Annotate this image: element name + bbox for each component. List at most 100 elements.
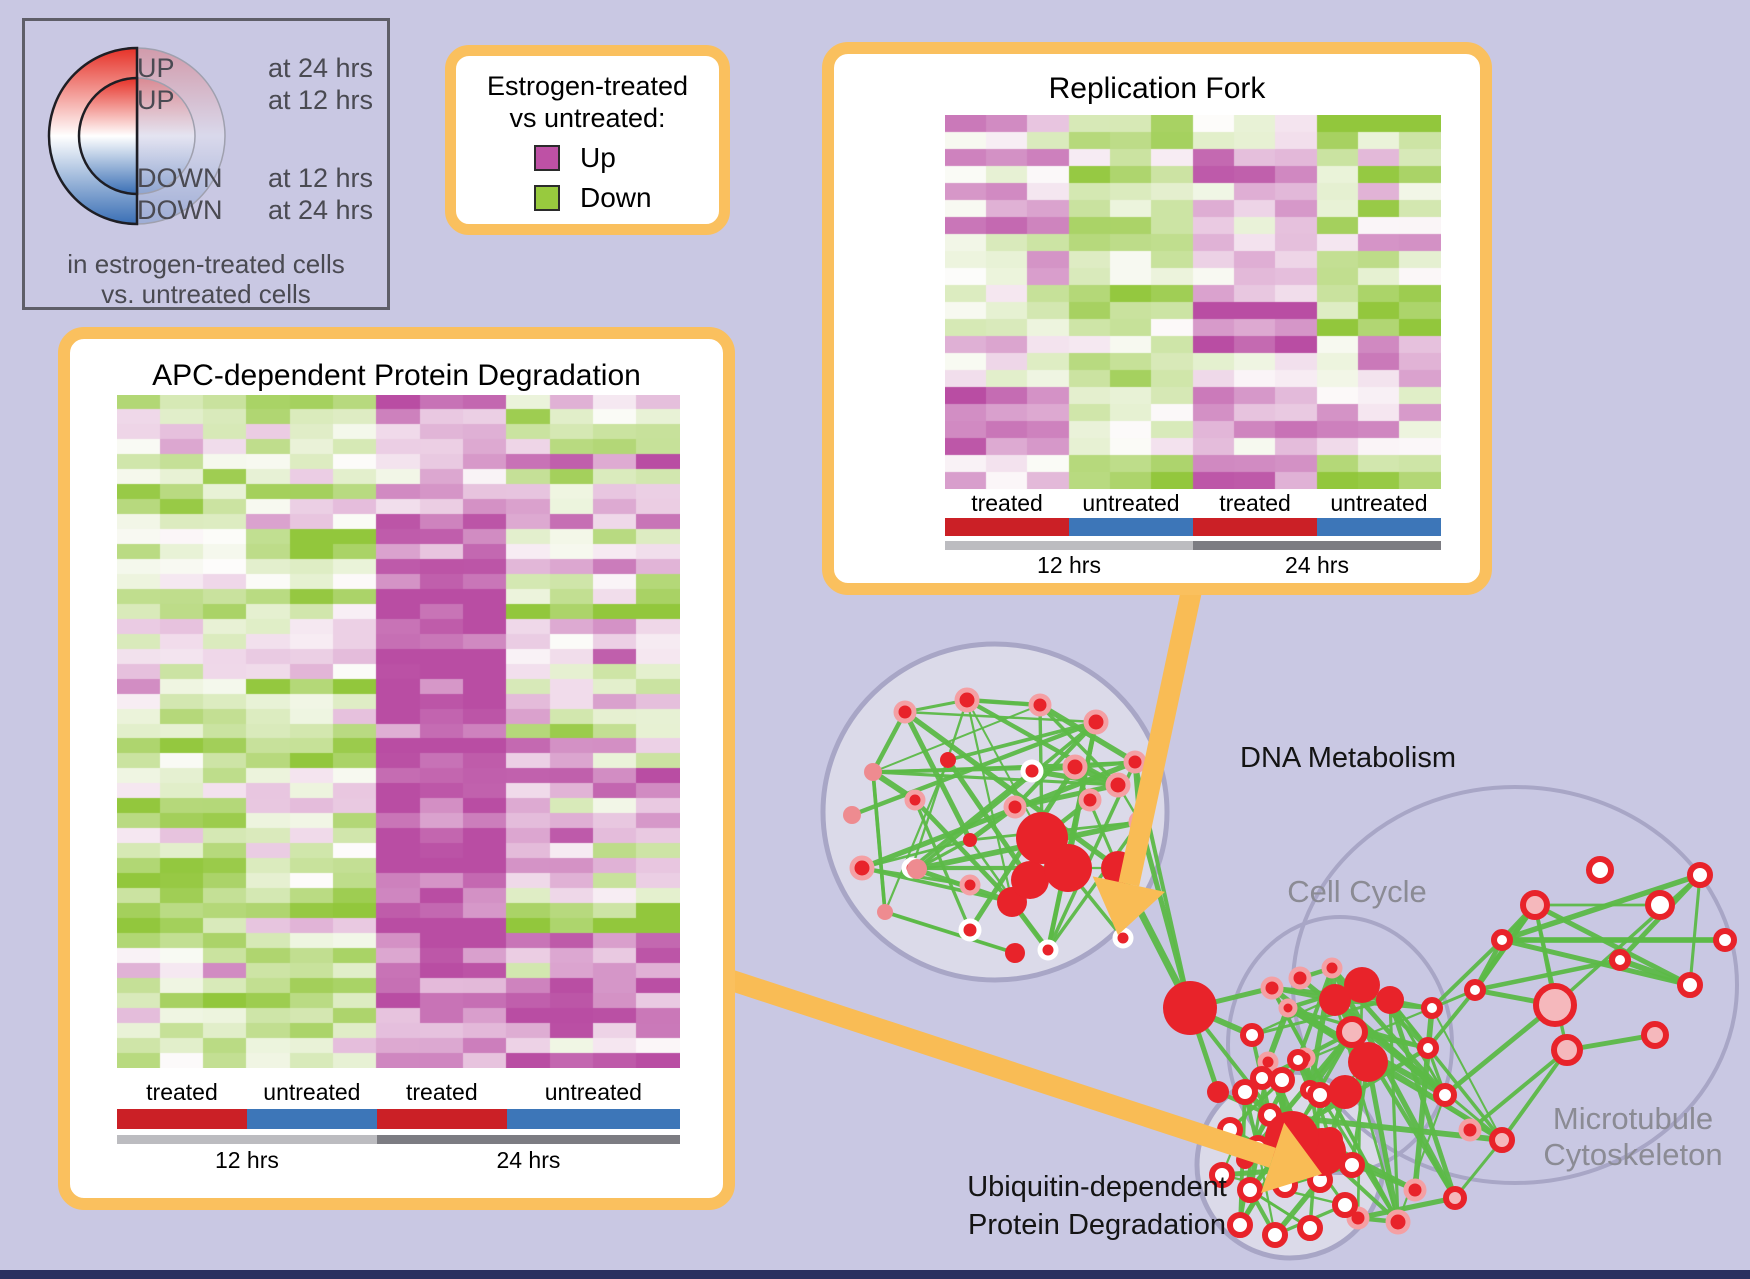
network-node bbox=[1677, 972, 1703, 998]
network-node bbox=[1083, 709, 1109, 735]
network-node bbox=[1443, 1186, 1467, 1210]
network-node bbox=[940, 752, 956, 768]
apc-treated-12-label: treated bbox=[146, 1079, 218, 1105]
network-edge bbox=[884, 910, 1016, 955]
cell-cycle-label: Cell Cycle bbox=[1287, 874, 1427, 909]
repl-treated-12-label: treated bbox=[971, 490, 1043, 516]
apc-untreated-12-label: untreated bbox=[263, 1079, 361, 1105]
up-label: Up bbox=[580, 142, 616, 173]
network-edge bbox=[904, 710, 1097, 724]
network-edge bbox=[1397, 1094, 1446, 1223]
color-legend-title-line2: vs untreated: bbox=[509, 103, 666, 133]
node-direction-legend: UP UP DOWN DOWN at 24 hrs at 12 hrs at 1… bbox=[22, 18, 390, 310]
apc-untreated-24-bar bbox=[506, 1109, 680, 1129]
color-legend: Estrogen-treated vs untreated: Up Down bbox=[445, 45, 730, 235]
apc-untreated-24-label: untreated bbox=[544, 1079, 642, 1105]
replication-heatmap bbox=[945, 115, 1441, 489]
network-node bbox=[893, 700, 917, 724]
repl-untreated-24-label: untreated bbox=[1330, 490, 1428, 516]
network-edge bbox=[915, 720, 1098, 871]
network-node bbox=[954, 687, 980, 713]
network-edge bbox=[947, 720, 1097, 762]
network-bridge-edge bbox=[1430, 938, 1504, 1010]
network-node bbox=[907, 859, 927, 879]
legend-state-down-12: DOWN bbox=[137, 163, 223, 193]
legend-item-up: Up bbox=[534, 142, 719, 174]
network-node bbox=[959, 874, 981, 896]
network-node bbox=[1240, 1023, 1264, 1047]
network-node bbox=[1336, 1016, 1368, 1048]
repl-24hrs-bar bbox=[1193, 541, 1441, 550]
network-node bbox=[1489, 1127, 1515, 1153]
network-node bbox=[1297, 1215, 1323, 1241]
apc-panel-title: APC-dependent Protein Degradation bbox=[152, 359, 641, 392]
callout-arrow-shaft-1 bbox=[696, 960, 1276, 1168]
apc-time-bars bbox=[117, 1135, 680, 1144]
apc-treated-12-bar bbox=[117, 1109, 247, 1129]
network-bridge-edge bbox=[1426, 988, 1477, 1050]
network-node bbox=[1344, 967, 1380, 1003]
network-node bbox=[1520, 890, 1550, 920]
legend-time-24b: at 24 hrs bbox=[267, 195, 373, 225]
repl-condition-bars bbox=[945, 518, 1441, 536]
network-node bbox=[1288, 966, 1312, 990]
network-node bbox=[1713, 928, 1737, 952]
network-node bbox=[1232, 1079, 1258, 1105]
network-node bbox=[1062, 754, 1088, 780]
network-node bbox=[1385, 1209, 1411, 1235]
network-edge bbox=[1553, 873, 1702, 1007]
network-node bbox=[1319, 984, 1351, 1016]
network-node bbox=[1163, 981, 1217, 1035]
legend-time-12: at 12 hrs bbox=[267, 85, 373, 115]
network-node bbox=[1491, 929, 1513, 951]
network-edge bbox=[1357, 1195, 1456, 1221]
apc-12hrs-label: 12 hrs bbox=[214, 1147, 279, 1173]
microtubule-label-line1: Microtubule bbox=[1552, 1101, 1714, 1136]
network-node bbox=[1586, 856, 1614, 884]
network-node bbox=[1105, 772, 1131, 798]
network-node bbox=[1250, 1066, 1274, 1090]
repl-treated-12-bar bbox=[945, 518, 1069, 536]
up-down-circle-icon bbox=[47, 46, 226, 226]
network-node bbox=[963, 833, 977, 847]
network-edge bbox=[1073, 766, 1120, 869]
network-node bbox=[1260, 976, 1284, 1000]
apc-treated-24-bar bbox=[376, 1109, 507, 1129]
network-node bbox=[1458, 1118, 1482, 1142]
microtubule-label-line2: Cytoskeleton bbox=[1543, 1137, 1723, 1172]
legend-state-up-12: UP bbox=[137, 85, 175, 115]
network-node bbox=[849, 855, 875, 881]
network-edge bbox=[966, 699, 1043, 839]
repl-time-bars bbox=[945, 541, 1441, 550]
network-node bbox=[1005, 943, 1025, 963]
network-node bbox=[1348, 1042, 1388, 1082]
network-node bbox=[1016, 812, 1068, 864]
network-node bbox=[1609, 949, 1631, 971]
repl-12hrs-bar bbox=[945, 541, 1193, 550]
network-edge bbox=[910, 769, 1034, 870]
network-edge bbox=[913, 798, 1014, 904]
network-node bbox=[1307, 1082, 1333, 1108]
callout-arrow-shaft-0 bbox=[1118, 557, 1209, 887]
legend-caption-line1: in estrogen-treated cells bbox=[67, 249, 345, 279]
network-node bbox=[1645, 890, 1675, 920]
network-node bbox=[1037, 939, 1059, 961]
network-node bbox=[1403, 1178, 1427, 1202]
network-node bbox=[1551, 1034, 1583, 1066]
repl-12hrs-label: 12 hrs bbox=[1037, 552, 1101, 578]
network-node bbox=[1421, 997, 1443, 1019]
network-node bbox=[1321, 957, 1343, 979]
network-node bbox=[1269, 1067, 1295, 1093]
repl-group-labels: treated untreated treated untreated bbox=[945, 490, 1441, 517]
network-edge bbox=[883, 759, 950, 913]
down-color-swatch bbox=[534, 185, 560, 211]
repl-untreated-12-bar bbox=[1069, 518, 1193, 536]
dna-metabolism-label: DNA Metabolism bbox=[1240, 742, 1456, 774]
network-edge bbox=[861, 866, 1013, 904]
legend-time-24: at 24 hrs bbox=[267, 53, 373, 83]
repl-untreated-12-label: untreated bbox=[1082, 490, 1180, 516]
network-edge bbox=[1333, 997, 1447, 1098]
legend-caption-line2: vs. untreated cells bbox=[101, 279, 311, 309]
network-edge bbox=[902, 710, 973, 842]
network-edge bbox=[871, 771, 887, 913]
